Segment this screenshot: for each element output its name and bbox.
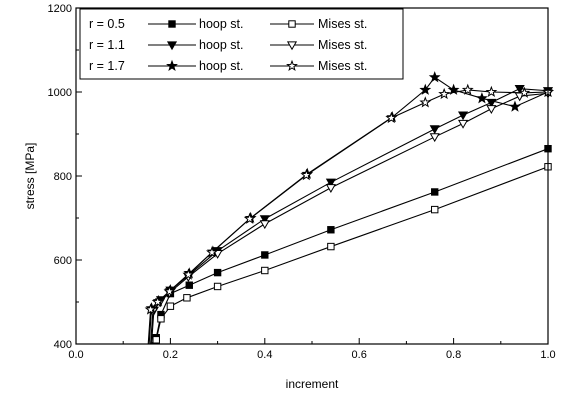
data-point — [327, 242, 335, 251]
data-point — [514, 84, 525, 94]
data-point — [182, 268, 195, 280]
data-point — [259, 220, 270, 230]
data-point — [429, 133, 440, 143]
data-point — [166, 302, 175, 310]
axes-layer: 0.0 0.2 0.4 0.6 0.8 1.0 400 600 800 1000 1200 — [48, 3, 556, 361]
y-tick-label: 400 — [54, 339, 72, 351]
legend-row: r = 1.7 hoop st. Mises st. — [89, 59, 367, 73]
data-point — [428, 71, 441, 83]
x-axis-label: increment — [286, 377, 339, 391]
data-point — [431, 205, 439, 214]
data-point — [485, 85, 498, 98]
series-line — [150, 88, 549, 345]
data-point — [206, 246, 218, 258]
legend-radius-label: r = 0.5 — [89, 17, 125, 31]
x-tick-label: 0.0 — [68, 349, 83, 361]
series-line — [150, 92, 549, 345]
data-point — [431, 188, 439, 196]
data-point — [144, 303, 157, 315]
data-point — [461, 83, 474, 95]
data-point — [261, 251, 269, 259]
data-point — [325, 184, 336, 193]
legend-marker — [286, 41, 298, 51]
data-point — [300, 168, 313, 181]
data-point — [475, 92, 488, 104]
legend-radius-label: r = 1.1 — [89, 38, 125, 52]
y-tick-label: 800 — [54, 171, 72, 183]
series-layer — [144, 71, 554, 345]
legend-marker — [166, 41, 178, 51]
legend-row: r = 0.5 hoop st. Mises st. — [89, 17, 367, 31]
legend-box — [79, 8, 404, 80]
data-point — [429, 125, 440, 135]
data-point — [438, 87, 451, 100]
legend: r = 0.5 hoop st. Mises st. r = 1.1 hoop st. M… — [79, 8, 404, 80]
data-point — [259, 215, 270, 225]
legend-mises-label: Mises st. — [318, 17, 367, 31]
series-line — [152, 166, 549, 345]
series-r17-mises — [144, 83, 554, 345]
data-point — [385, 111, 398, 124]
legend-mises-label: Mises st. — [318, 38, 367, 52]
series-r11-mises — [147, 89, 554, 345]
data-point — [419, 83, 432, 95]
legend-radius-label: r = 1.7 — [89, 59, 125, 73]
data-point — [163, 285, 176, 297]
legend-marker — [286, 59, 298, 72]
data-point — [457, 119, 469, 129]
legend-hoop-label: hoop st. — [199, 38, 243, 52]
data-point — [157, 315, 165, 323]
data-point — [518, 86, 531, 98]
data-point — [183, 294, 191, 302]
series-line — [147, 89, 549, 345]
data-point — [151, 295, 164, 308]
data-point — [327, 226, 335, 234]
series-r05-hoop — [151, 145, 552, 345]
data-point — [457, 111, 469, 121]
data-point — [486, 105, 497, 115]
data-point — [243, 212, 256, 224]
data-point — [185, 281, 193, 289]
x-tick-label: 0.8 — [446, 349, 461, 361]
x-tick-label: 0.6 — [352, 349, 367, 361]
series-r11-hoop — [148, 84, 554, 345]
data-point — [261, 266, 269, 275]
data-point — [325, 178, 336, 188]
x-tick-label: 1.0 — [540, 349, 555, 361]
plot-frame — [75, 7, 549, 345]
legend-marker — [166, 59, 178, 72]
legend-hoop-label: hoop st. — [199, 17, 243, 31]
data-point — [213, 268, 222, 277]
series-line — [151, 148, 549, 345]
data-point — [509, 100, 521, 112]
y-axis-label: stress [MPa] — [23, 143, 37, 210]
data-point — [152, 336, 160, 344]
series-line — [148, 76, 549, 345]
legend-hoop-label: hoop st. — [199, 59, 243, 73]
y-tick-label: 600 — [54, 255, 72, 267]
x-tick-label: 0.2 — [163, 349, 178, 361]
y-tick-label: 1200 — [48, 3, 72, 15]
legend-mises-label: Mises st. — [318, 59, 367, 73]
legend-marker — [168, 20, 176, 28]
legend-marker — [288, 20, 296, 28]
data-point — [213, 282, 222, 291]
data-point — [419, 96, 432, 108]
x-tick-label: 0.4 — [257, 349, 272, 361]
y-tick-label: 1000 — [48, 87, 72, 99]
legend-row: r = 1.1 hoop st. Mises st. — [89, 38, 367, 52]
